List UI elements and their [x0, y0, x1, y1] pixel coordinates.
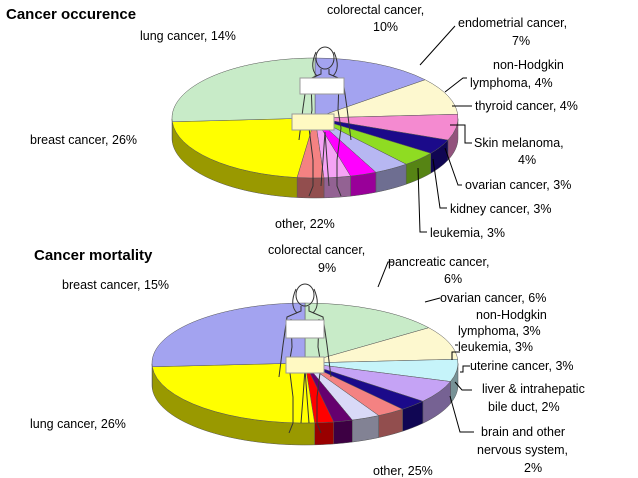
- chart-title-mortality: Cancer mortality: [34, 247, 153, 264]
- label-mort-pancreatic-1: pancreatic cancer,: [388, 255, 489, 269]
- chart-title-occurrence: Cancer occurence: [6, 6, 136, 23]
- label-mort-nhl-2: lymphoma, 3%: [458, 324, 541, 338]
- label-mort-ovarian: ovarian cancer, 6%: [440, 291, 546, 305]
- label-occ-leukemia: leukemia, 3%: [430, 226, 505, 240]
- mort-side-wall-7: [333, 419, 353, 445]
- label-mort-brain-3: 2%: [524, 461, 542, 475]
- label-occ-nhl-1: non-Hodgkin: [493, 58, 564, 72]
- mort-slice-1: [304, 327, 458, 364]
- label-mort-liver-2: bile duct, 2%: [488, 400, 560, 414]
- label-mort-leukemia: leukemia, 3%: [458, 340, 533, 354]
- human-figure-outline-icon: [278, 283, 332, 434]
- label-occ-ovarian: ovarian cancer, 3%: [465, 178, 571, 192]
- label-mort-liver-1: liver & intrahepatic: [482, 382, 585, 396]
- label-occ-nhl-2: lymphoma, 4%: [470, 76, 553, 90]
- leader-lines-mortality: [377, 261, 474, 433]
- occ-slice-0: [314, 57, 426, 119]
- occ-side-wall-8: [296, 177, 325, 199]
- label-mort-brain-2: nervous system,: [477, 443, 568, 457]
- blur-box-hip-1: [291, 113, 335, 131]
- occ-slice-10: [171, 57, 316, 123]
- mort-slice-10: [151, 302, 306, 368]
- label-occ-melanoma-2: 4%: [518, 153, 536, 167]
- label-occ-endometrial-1: endometrial cancer,: [458, 16, 567, 30]
- label-occ-thyroid: thyroid cancer, 4%: [475, 99, 578, 113]
- label-mort-brain-1: brain and other: [481, 425, 565, 439]
- occ-slice-9: [171, 117, 316, 178]
- label-occ-lung: lung cancer, 14%: [140, 29, 236, 43]
- blur-box-hip-2: [285, 356, 325, 374]
- label-mort-uterine: uterine cancer, 3%: [470, 359, 574, 373]
- label-occ-colorectal-2: 10%: [373, 20, 398, 34]
- mort-slice-0: [304, 302, 430, 364]
- label-occ-other: other, 22%: [275, 217, 335, 231]
- label-occ-breast: breast cancer, 26%: [30, 133, 137, 147]
- label-occ-colorectal-1: colorectal cancer,: [327, 3, 424, 17]
- label-occ-melanoma-1: Skin melanoma,: [474, 136, 564, 150]
- label-mort-colorectal-2: 9%: [318, 261, 336, 275]
- label-occ-kidney: kidney cancer, 3%: [450, 202, 551, 216]
- blur-box-chest-1: [299, 77, 345, 95]
- mort-slice-9: [152, 362, 315, 424]
- label-occ-endometrial-2: 7%: [512, 34, 530, 48]
- label-mort-pancreatic-2: 6%: [444, 272, 462, 286]
- blur-box-chest-2: [285, 319, 325, 339]
- leader-lines-occurrence: [417, 25, 472, 233]
- pie-chart-occurrence: [171, 57, 459, 199]
- label-mort-breast: breast cancer, 15%: [62, 278, 169, 292]
- label-mort-lung: lung cancer, 26%: [30, 417, 126, 431]
- label-mort-colorectal-1: colorectal cancer,: [268, 243, 365, 257]
- label-mort-other: other, 25%: [373, 464, 433, 478]
- label-mort-nhl-1: non-Hodgkin: [476, 308, 547, 322]
- occ-slice-1: [314, 79, 459, 119]
